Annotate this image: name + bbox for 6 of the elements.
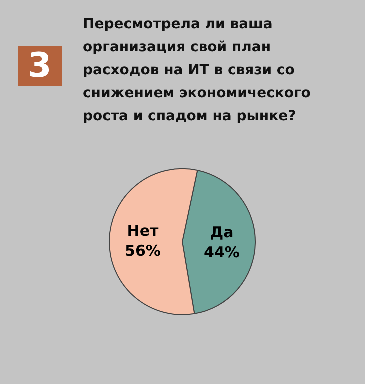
- data-label: 44%: [204, 244, 240, 262]
- data-label: 56%: [125, 242, 161, 260]
- slice-label: Нет: [127, 222, 160, 240]
- slice-label: Да: [210, 224, 234, 242]
- number-badge: 3: [18, 46, 62, 86]
- chart-title: Пересмотрела ли ваша организация свой план расходов на ИТ в связи со снижением экономического роста и спадом на рынке?: [83, 16, 312, 124]
